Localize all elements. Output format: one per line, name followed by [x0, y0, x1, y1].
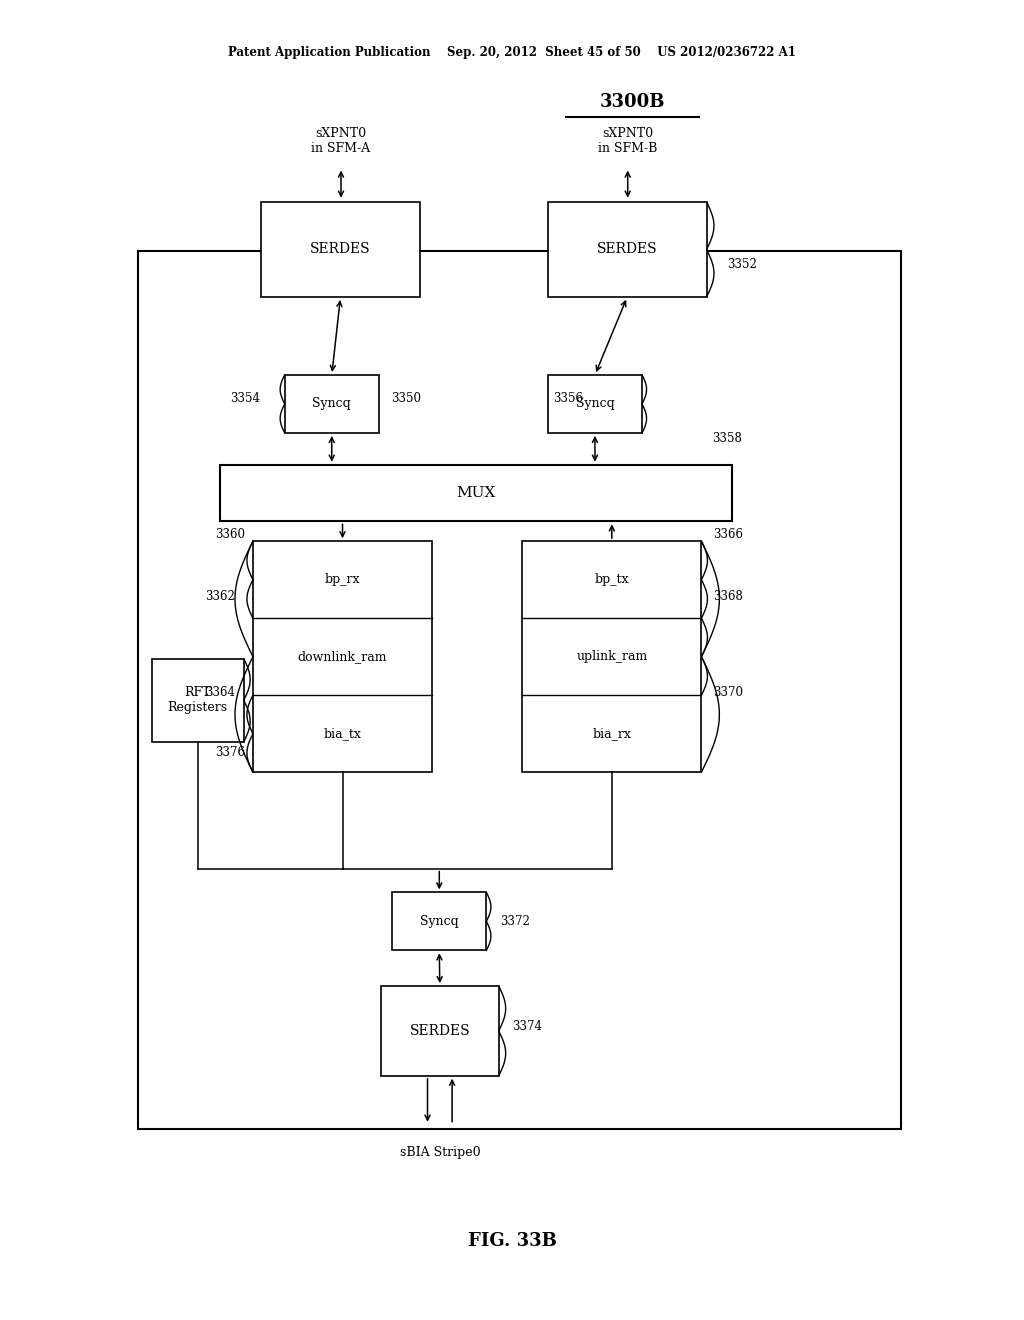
- Text: bp_tx: bp_tx: [595, 573, 629, 586]
- Text: Syncq: Syncq: [312, 397, 351, 411]
- Bar: [253, 541, 432, 772]
- Bar: [261, 202, 420, 297]
- Text: Patent Application Publication    Sep. 20, 2012  Sheet 45 of 50    US 2012/02367: Patent Application Publication Sep. 20, …: [228, 46, 796, 59]
- Text: Syncq: Syncq: [420, 915, 459, 928]
- Text: 3356: 3356: [553, 392, 583, 405]
- Text: 3370: 3370: [713, 686, 742, 700]
- Bar: [522, 541, 701, 772]
- Text: sXPNT0
in SFM-B: sXPNT0 in SFM-B: [598, 127, 657, 156]
- Text: sXPNT0
in SFM-A: sXPNT0 in SFM-A: [311, 127, 371, 156]
- Bar: [548, 202, 707, 297]
- Text: 3372: 3372: [500, 915, 529, 928]
- Text: downlink_ram: downlink_ram: [298, 651, 387, 663]
- Bar: [392, 892, 486, 950]
- Bar: [548, 375, 642, 433]
- Text: 3376: 3376: [215, 746, 245, 759]
- Bar: [152, 659, 244, 742]
- Text: 3360: 3360: [215, 528, 245, 541]
- Text: 3358: 3358: [712, 432, 741, 445]
- Text: 3362: 3362: [205, 590, 234, 603]
- Text: 3366: 3366: [713, 528, 742, 541]
- Text: FIG. 33B: FIG. 33B: [468, 1232, 556, 1250]
- Text: 3368: 3368: [713, 590, 742, 603]
- Text: SERDES: SERDES: [310, 243, 371, 256]
- Text: 3350: 3350: [391, 392, 421, 405]
- Text: sBIA Stripe0: sBIA Stripe0: [400, 1146, 480, 1159]
- Text: SERDES: SERDES: [597, 243, 657, 256]
- Bar: [381, 986, 499, 1076]
- Text: bp_rx: bp_rx: [325, 573, 360, 586]
- Text: SERDES: SERDES: [410, 1024, 470, 1038]
- Text: bia_rx: bia_rx: [593, 727, 631, 741]
- Text: 3374: 3374: [512, 1020, 542, 1034]
- Text: 3300B: 3300B: [600, 92, 666, 111]
- Text: MUX: MUX: [457, 486, 496, 500]
- Bar: [285, 375, 379, 433]
- Bar: [138, 251, 901, 1129]
- Text: bia_tx: bia_tx: [324, 727, 361, 741]
- Bar: [220, 465, 732, 521]
- Text: 3364: 3364: [205, 686, 234, 700]
- Text: RFT
Registers: RFT Registers: [168, 686, 227, 714]
- Text: 3354: 3354: [230, 392, 260, 405]
- Text: Syncq: Syncq: [575, 397, 614, 411]
- Text: uplink_ram: uplink_ram: [577, 651, 647, 663]
- Text: 3352: 3352: [727, 257, 757, 271]
